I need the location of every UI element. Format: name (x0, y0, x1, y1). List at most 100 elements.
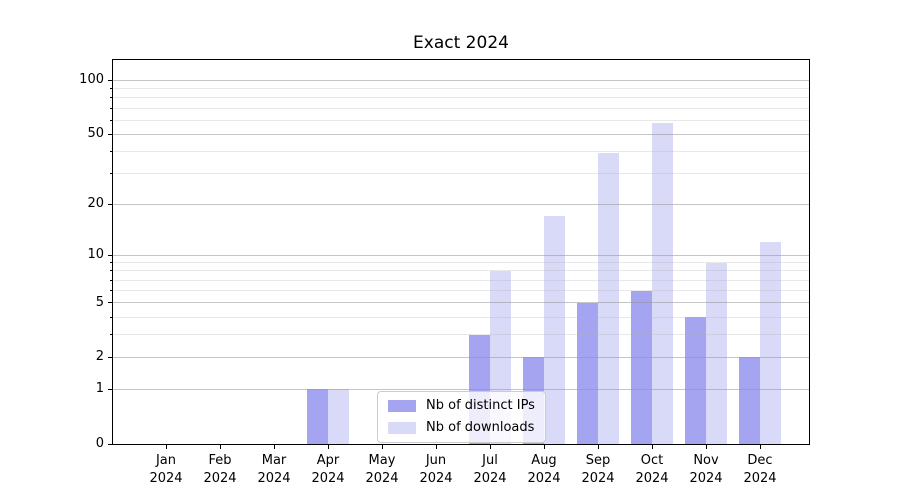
x-tick-label-aug: Aug 2024 (512, 452, 576, 488)
gridline-minor-60 (113, 119, 809, 121)
gridline-minor-90 (113, 88, 809, 90)
x-tick-year-apr: 2024 (311, 471, 345, 486)
legend-swatch-downloads (388, 421, 416, 434)
gridline-major-20 (113, 203, 809, 205)
y-tick-2 (108, 356, 112, 358)
legend-entry-distinct-ips: Nb of distinct IPs (388, 398, 535, 413)
x-tick-mar (273, 445, 275, 449)
x-tick-jul (489, 445, 491, 449)
x-tick-jun (435, 445, 437, 449)
x-tick-year-jan: 2024 (149, 471, 183, 486)
legend-entry-downloads: Nb of downloads (388, 420, 535, 435)
gridline-minor-70 (113, 107, 809, 109)
bar-downloads-sep (598, 153, 619, 444)
y-tick-100 (108, 79, 112, 81)
gridline-minor-30 (113, 173, 809, 175)
gridline-minor-8 (113, 270, 809, 272)
bar-distinct-ips-dec (739, 357, 760, 444)
y-tick-1 (108, 388, 112, 390)
x-tick-nov (705, 445, 707, 449)
x-tick-feb (219, 445, 221, 449)
x-tick-aug (543, 445, 545, 449)
legend-swatch-distinct-ips (388, 399, 416, 412)
x-tick-year-sep: 2024 (581, 471, 615, 486)
y-tick-label-50: 50 (87, 126, 104, 142)
x-tick-sep (597, 445, 599, 449)
x-tick-year-feb: 2024 (203, 471, 237, 486)
legend-label-distinct-ips: Nb of distinct IPs (426, 398, 535, 413)
x-tick-year-jun: 2024 (419, 471, 453, 486)
y-minortick-9 (110, 262, 112, 264)
y-tick-5 (108, 302, 112, 304)
gridline-major-100 (113, 79, 809, 81)
bar-distinct-ips-nov (685, 317, 706, 444)
bar-downloads-oct (652, 122, 673, 444)
gridline-major-1 (113, 388, 809, 390)
y-tick-label-100: 100 (79, 72, 104, 88)
gridline-major-5 (113, 302, 809, 304)
x-tick-year-dec: 2024 (743, 471, 777, 486)
x-tick-year-nov: 2024 (689, 471, 723, 486)
x-tick-label-dec: Dec 2024 (728, 452, 792, 488)
y-tick-label-2: 2 (95, 349, 104, 365)
y-tick-label-5: 5 (95, 294, 104, 310)
bar-downloads-dec (760, 241, 781, 444)
y-tick-label-1: 1 (95, 381, 104, 397)
bar-distinct-ips-sep (577, 302, 598, 444)
y-minortick-60 (110, 119, 112, 121)
y-tick-50 (108, 133, 112, 135)
x-tick-oct (651, 445, 653, 449)
bar-distinct-ips-apr (307, 389, 328, 444)
x-tick-label-mar: Mar 2024 (242, 452, 306, 488)
bar-downloads-nov (706, 262, 727, 444)
x-tick-label-feb: Feb 2024 (188, 452, 252, 488)
y-tick-10 (108, 254, 112, 256)
bar-downloads-apr (328, 389, 349, 444)
x-tick-year-aug: 2024 (527, 471, 561, 486)
x-tick-label-apr: Apr 2024 (296, 452, 360, 488)
y-minortick-6 (110, 290, 112, 292)
legend: Nb of distinct IPs Nb of downloads (377, 391, 546, 443)
plot-area (112, 59, 810, 445)
y-tick-0 (108, 443, 112, 445)
y-minortick-7 (110, 279, 112, 281)
gridline-minor-80 (113, 97, 809, 99)
y-minortick-40 (110, 150, 112, 152)
y-minortick-3 (110, 334, 112, 336)
bar-downloads-aug (544, 216, 565, 444)
y-tick-label-0: 0 (95, 436, 104, 451)
x-tick-label-jul: Jul 2024 (458, 452, 522, 488)
gridline-major-2 (113, 356, 809, 358)
x-tick-label-sep: Sep 2024 (566, 452, 630, 488)
y-minortick-4 (110, 316, 112, 318)
y-minortick-80 (110, 97, 112, 99)
y-tick-label-20: 20 (87, 196, 104, 212)
legend-label-downloads: Nb of downloads (426, 420, 535, 435)
y-minortick-30 (110, 173, 112, 175)
gridline-minor-6 (113, 290, 809, 292)
x-tick-may (381, 445, 383, 449)
bar-distinct-ips-oct (631, 290, 652, 444)
y-minortick-70 (110, 107, 112, 109)
gridline-minor-3 (113, 334, 809, 336)
x-tick-year-jul: 2024 (473, 471, 507, 486)
y-tick-label-10: 10 (87, 247, 104, 263)
x-tick-label-oct: Oct 2024 (620, 452, 684, 488)
x-tick-year-mar: 2024 (257, 471, 291, 486)
x-tick-label-jun: Jun 2024 (404, 452, 468, 488)
x-tick-apr (327, 445, 329, 449)
x-tick-label-jan: Jan 2024 (134, 452, 198, 488)
x-tick-year-may: 2024 (365, 471, 399, 486)
gridline-minor-9 (113, 262, 809, 264)
y-tick-20 (108, 203, 112, 205)
x-tick-label-nov: Nov 2024 (674, 452, 738, 488)
chart-title: Exact 2024 (413, 33, 509, 53)
gridline-minor-7 (113, 279, 809, 281)
x-tick-jan (165, 445, 167, 449)
x-tick-label-may: May 2024 (350, 452, 414, 488)
gridline-minor-40 (113, 150, 809, 152)
x-tick-dec (759, 445, 761, 449)
x-tick-year-oct: 2024 (635, 471, 669, 486)
gridline-major-10 (113, 254, 809, 256)
